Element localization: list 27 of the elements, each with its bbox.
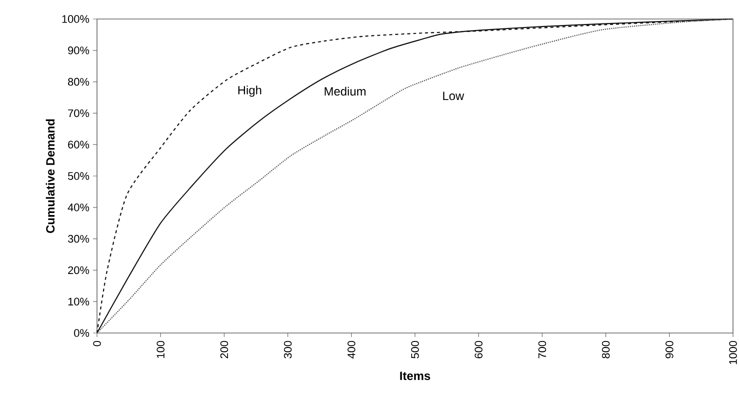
x-axis-title: Items [400, 372, 430, 380]
y-tick-label: 70% [68, 109, 90, 118]
y-tick-label: 20% [68, 266, 90, 274]
y-tick-label: 100% [62, 15, 90, 23]
x-tick-label: 900 [666, 340, 674, 358]
annotation: High [238, 86, 262, 97]
x-tick-label: 500 [411, 340, 419, 358]
x-tick-label: 800 [602, 340, 610, 358]
y-tick-label: 40% [68, 204, 90, 212]
annotation: Medium [324, 86, 366, 96]
x-tick-label: 200 [220, 340, 228, 358]
y-tick-label: 60% [68, 140, 90, 148]
y-tick-label: 90% [68, 46, 90, 54]
y-tick-label: 30% [68, 234, 90, 243]
y-tick-label: 80% [68, 78, 90, 86]
x-tick-label: 300 [284, 340, 292, 358]
x-tick-label: 700 [538, 340, 546, 358]
y-tick-label: 10% [68, 298, 90, 306]
x-tick-label: 0 [93, 340, 101, 346]
y-tick-label: 0% [74, 329, 90, 337]
x-tick-label: 600 [474, 340, 482, 358]
x-tick-label: 400 [348, 340, 356, 359]
annotation: Low [443, 92, 464, 100]
y-tick-label: 50% [68, 172, 90, 180]
y-axis-title: Cumulative Demand [46, 119, 55, 233]
x-tick-label: 100 [156, 340, 164, 358]
x-tick-label: 1000 [729, 340, 737, 364]
